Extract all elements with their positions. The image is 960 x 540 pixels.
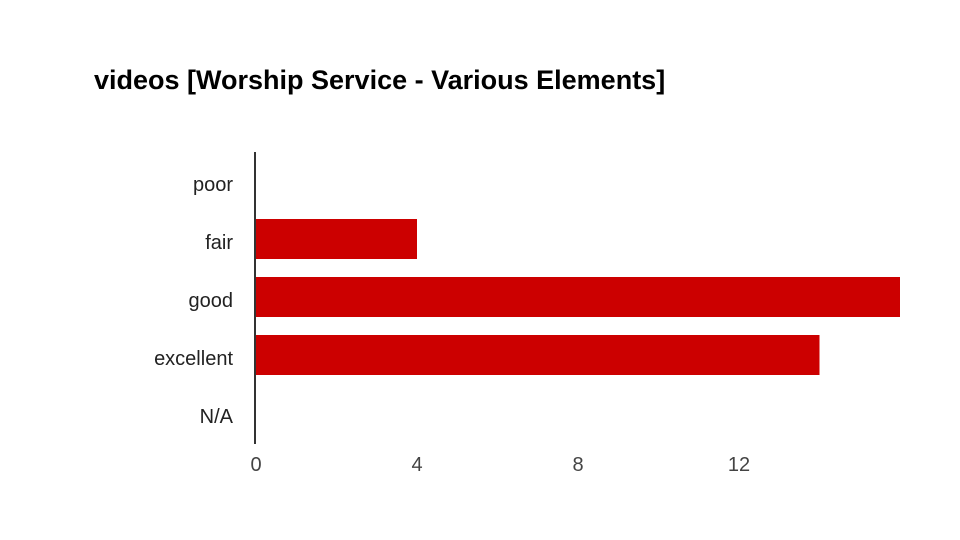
bar <box>256 219 417 259</box>
bar <box>256 335 820 375</box>
category-label: fair <box>205 232 233 254</box>
bar <box>256 277 900 317</box>
chart-title: videos [Worship Service - Various Elemen… <box>94 65 665 95</box>
x-axis-tick-labels: 0 4 8 12 <box>250 454 750 476</box>
x-tick-label: 12 <box>728 454 750 476</box>
x-tick-label: 8 <box>572 454 583 476</box>
category-label: poor <box>193 174 233 196</box>
category-label: good <box>189 290 234 312</box>
category-label: N/A <box>200 406 234 428</box>
bars-group <box>256 219 900 375</box>
x-tick-label: 0 <box>250 454 261 476</box>
category-label: excellent <box>154 348 233 370</box>
category-labels: poor fair good excellent N/A <box>154 174 234 428</box>
x-tick-label: 4 <box>411 454 422 476</box>
